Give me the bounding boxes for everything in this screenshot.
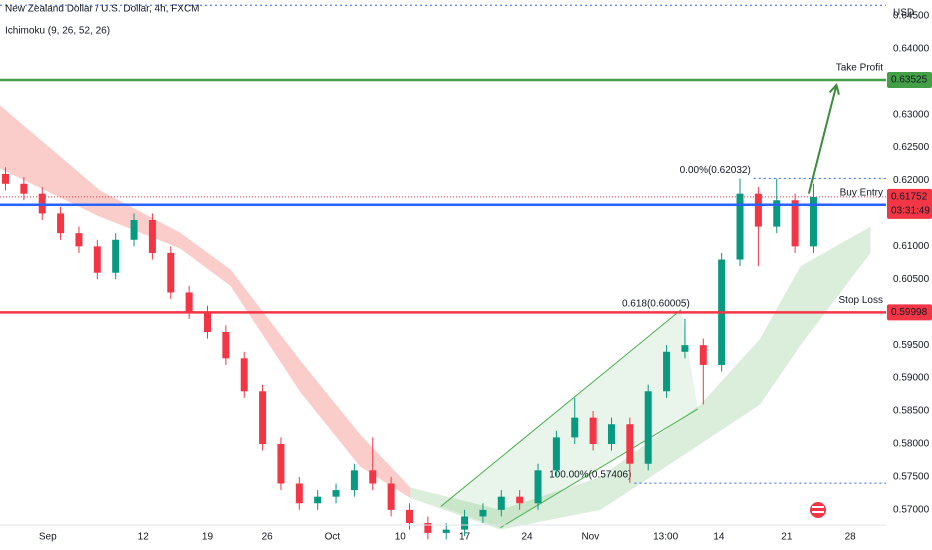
x-tick-label: 17: [459, 532, 471, 543]
candle-body: [222, 331, 230, 359]
y-tick-label: 0.61000: [893, 241, 930, 252]
candle-body: [626, 424, 634, 464]
y-tick-label: 0.63000: [893, 109, 930, 120]
level-name: Buy Entry: [840, 187, 883, 198]
candle-body: [259, 391, 267, 444]
y-tick-label: 0.58000: [893, 439, 930, 450]
candle-body: [387, 483, 395, 510]
x-tick-label: Oct: [325, 532, 341, 543]
candle-body: [552, 437, 560, 471]
price-box-label: 0.59998: [891, 307, 928, 318]
x-tick-label: 10: [395, 532, 407, 543]
x-tick-label: 28: [845, 532, 857, 543]
y-tick-label: 0.64000: [893, 43, 930, 54]
fib-label: 100.00%(0.57406): [549, 470, 631, 481]
plot-area: 0.00%(0.62032) 0.618(0.60005) 100.00%(0.57…: [0, 4, 886, 540]
candle-body: [589, 417, 597, 444]
x-tick-label: 19: [202, 532, 214, 543]
y-tick-label: 0.62000: [893, 175, 930, 186]
candle-body: [736, 193, 744, 260]
x-tick-label: 13:00: [653, 532, 678, 543]
fib-label: 0.00%(0.62032): [680, 165, 751, 176]
candle-body: [754, 193, 762, 227]
y-tick-label: 0.62500: [893, 142, 930, 153]
candle-body: [277, 443, 285, 484]
candle-body: [369, 470, 377, 484]
y-tick-label: 0.57500: [893, 472, 930, 483]
candle-body: [809, 196, 817, 247]
channel-upper: [440, 309, 682, 507]
candle-body: [442, 529, 450, 533]
candle-body: [314, 496, 322, 504]
price-box: [887, 72, 932, 89]
candle-body: [479, 509, 487, 517]
currency-label: USD: [893, 8, 914, 19]
x-tick-label: Sep: [39, 532, 57, 543]
candle-body: [57, 213, 65, 234]
ichimoku-cloud: [410, 226, 871, 530]
candle-body: [791, 200, 799, 247]
candle-body: [681, 345, 689, 352]
candle-body: [148, 220, 156, 253]
price-box: [887, 188, 932, 219]
x-tick-label: 14: [713, 532, 725, 543]
candle-body: [497, 496, 505, 510]
candle-body: [130, 220, 138, 240]
candle-body: [240, 358, 248, 392]
indicator-label: Ichimoku (9, 26, 52, 26): [5, 26, 110, 37]
y-tick-label: 0.59500: [893, 340, 930, 351]
y-tick-label: 0.57000: [893, 504, 930, 515]
flag-icon: [810, 502, 826, 518]
x-tick-label: 21: [781, 532, 793, 543]
chart-title: New Zealand Dollar / U.S. Dollar, 4h, FX…: [5, 4, 200, 15]
candle-body: [607, 424, 615, 444]
candle-body: [571, 417, 579, 438]
candle-body: [350, 470, 358, 491]
candle-body: [663, 351, 671, 392]
x-tick-label: Nov: [581, 532, 599, 543]
y-tick-label: 0.59000: [893, 373, 930, 384]
candle-body: [405, 509, 413, 524]
price-box-label: 0.63525: [891, 75, 928, 86]
candle-body: [167, 252, 175, 293]
candle-body: [534, 470, 542, 504]
arrow-head: [828, 82, 840, 95]
candle-body: [185, 292, 193, 313]
candle-body: [295, 483, 303, 504]
price-box: [887, 304, 932, 321]
candle-body: [699, 345, 707, 365]
channel-lower: [500, 408, 699, 529]
y-tick-label: 0.58500: [893, 406, 930, 417]
candle-body: [203, 312, 211, 332]
candle-body: [424, 523, 432, 533]
countdown-label: 03:31:49: [891, 205, 930, 216]
channel-fill: [440, 309, 698, 528]
candle-body: [75, 233, 83, 247]
flag-stripe: [812, 506, 824, 508]
fib-label: 0.618(0.60005): [622, 299, 690, 310]
candle-body: [644, 391, 652, 464]
flag-circle: [810, 502, 826, 518]
level-name: Take Profit: [836, 63, 883, 74]
y-tick-label: 0.64500: [893, 10, 930, 21]
x-tick-label: 26: [262, 532, 274, 543]
candle-body: [20, 183, 28, 194]
candle-body: [461, 516, 469, 530]
level-name: Stop Loss: [839, 295, 883, 306]
arrow-line: [807, 84, 838, 194]
x-tick-label: 12: [138, 532, 150, 543]
flag-stripe: [812, 511, 824, 513]
price-box-label: 0.61752: [891, 191, 928, 202]
x-tick-label: 24: [521, 532, 533, 543]
candle-body: [112, 239, 120, 273]
candle-body: [516, 496, 524, 504]
candle-body: [93, 246, 101, 273]
y-tick-label: 0.60500: [893, 274, 930, 285]
candle-body: [2, 173, 10, 184]
candle-body: [332, 490, 340, 497]
candle-body: [773, 200, 781, 227]
